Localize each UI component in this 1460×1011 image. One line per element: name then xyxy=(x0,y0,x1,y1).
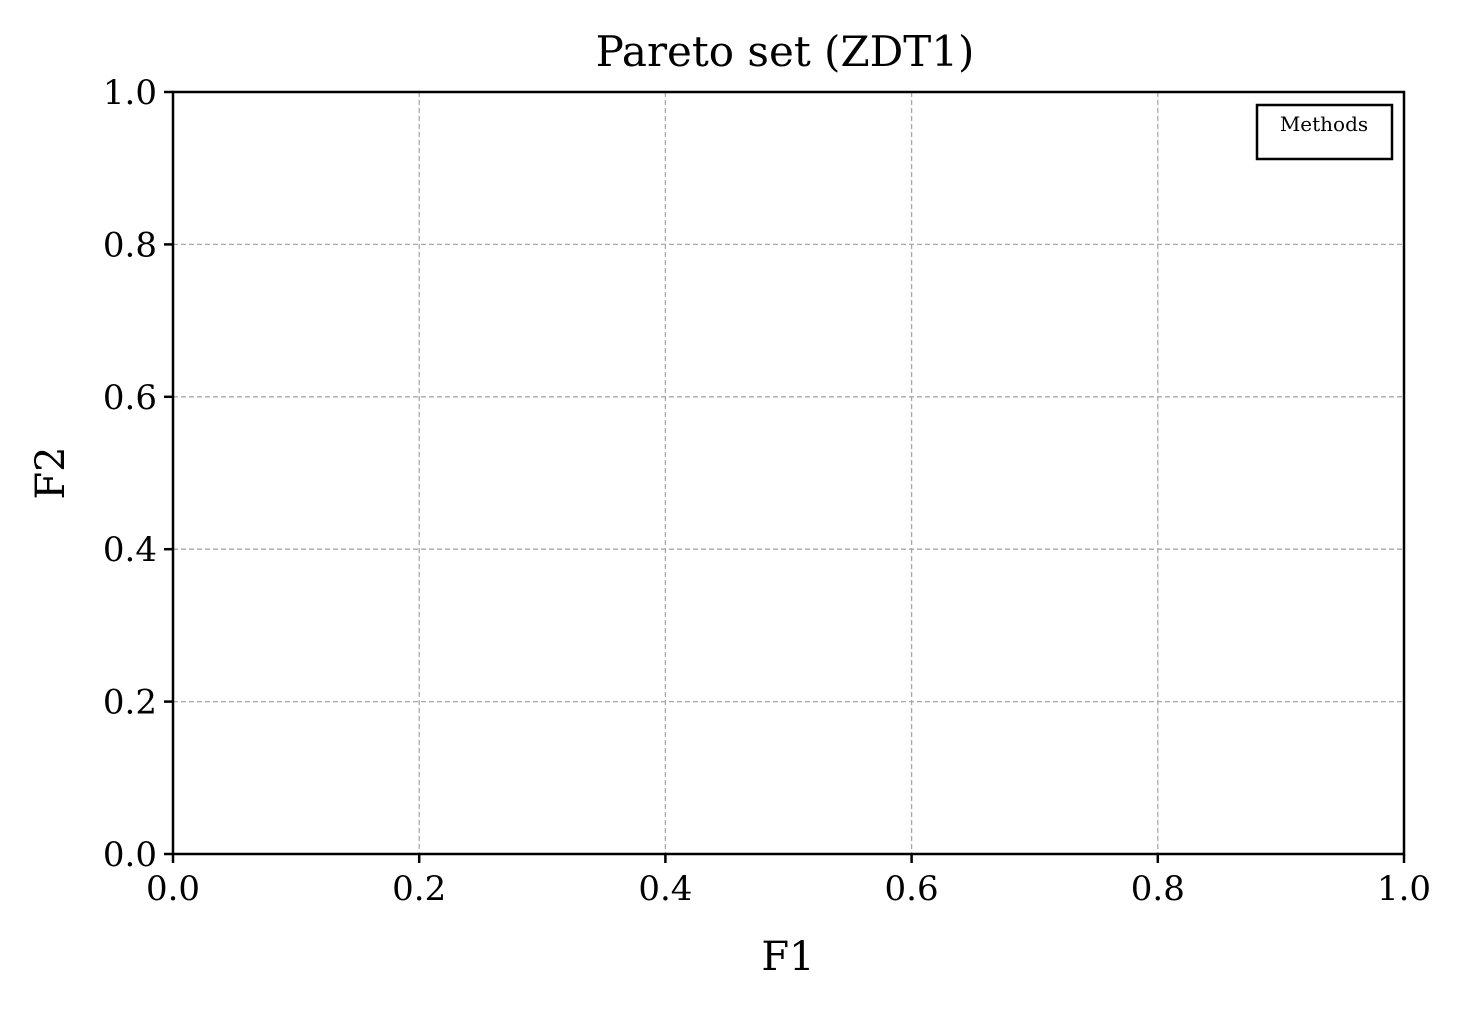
x-tick-label: 0.2 xyxy=(392,869,446,909)
x-tick-label: 1.0 xyxy=(1377,869,1431,909)
y-tick-label: 0.8 xyxy=(103,225,157,265)
y-tick-label: 0.4 xyxy=(103,530,157,570)
y-tick-label: 0.6 xyxy=(103,378,157,418)
grid-lines xyxy=(173,92,1404,854)
chart-title: Pareto set (ZDT1) xyxy=(596,27,975,76)
x-tick-label: 0.8 xyxy=(1131,869,1185,909)
x-tick-label: 0.4 xyxy=(638,869,692,909)
x-tick-label: 0.6 xyxy=(885,869,939,909)
x-tick-label: 0.0 xyxy=(146,869,200,909)
legend-box xyxy=(1255,103,1394,161)
y-tick-label: 0.0 xyxy=(103,835,157,875)
y-tick-label: 1.0 xyxy=(103,73,157,113)
axis-ticks: 0.0 0.2 0.4 0.6 0.8 1.0 0.0 0.2 0.4 0.6 0.8 1.0 xyxy=(103,73,1431,909)
legend-title: Methods xyxy=(1280,112,1368,136)
x-axis-label: F1 xyxy=(761,934,814,980)
y-tick-label: 0.2 xyxy=(103,683,157,723)
legend: Methods xyxy=(1255,103,1394,161)
y-axis-label: F2 xyxy=(28,446,74,499)
plot-frame xyxy=(171,90,1406,856)
